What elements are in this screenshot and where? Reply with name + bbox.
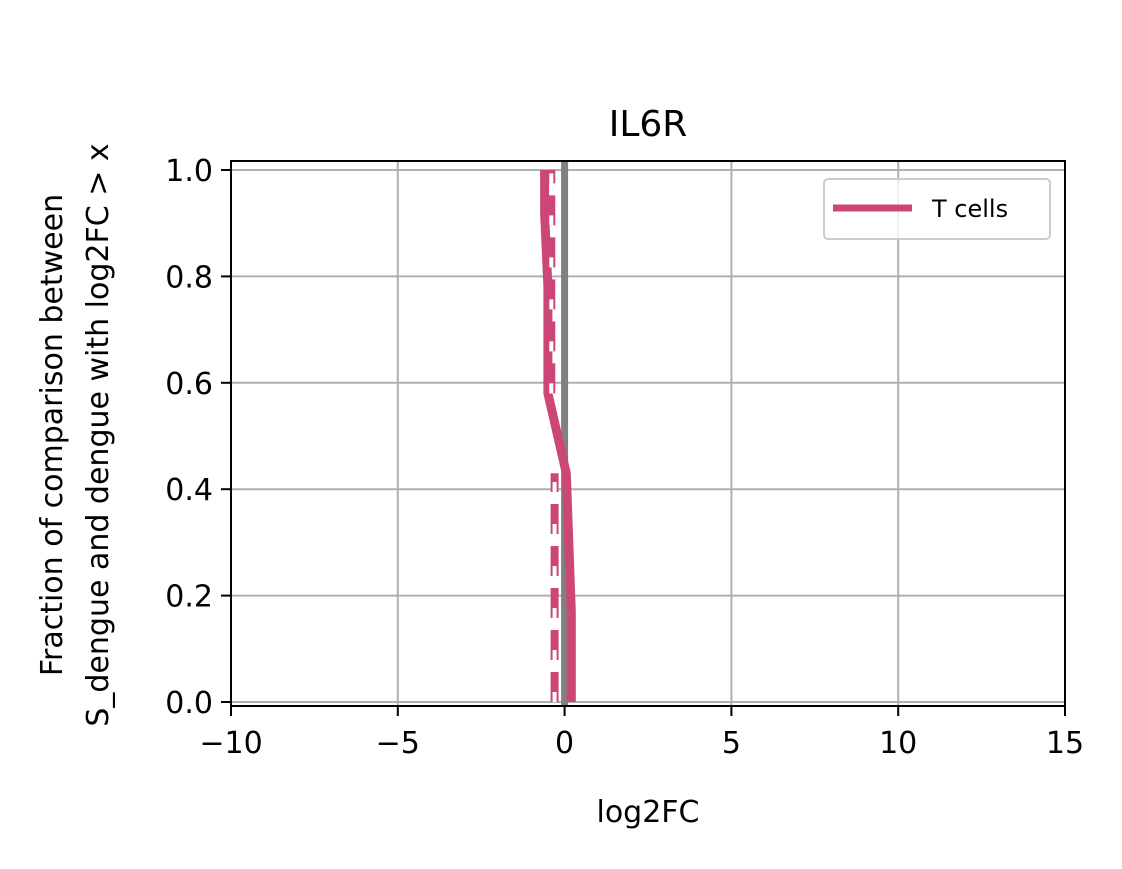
- x-tick-label-2: 0: [555, 726, 574, 761]
- y-axis-title-line-2: S_dengue and dengue with log2FC > x: [81, 143, 116, 726]
- x-tick-label-1: −5: [376, 726, 420, 761]
- y-tick-label-1: 0.2: [165, 580, 213, 615]
- plot-frame: [230, 160, 1066, 707]
- y-tick-label-3: 0.6: [165, 367, 213, 402]
- grid: [230, 161, 1066, 706]
- x-tick-label-0: −10: [199, 726, 262, 761]
- y-tick-label-4: 0.8: [165, 260, 213, 295]
- series-layer: [540, 170, 576, 702]
- x-tick-label-4: 10: [879, 726, 917, 761]
- y-tick-label-5: 1.0: [165, 154, 213, 189]
- y-axis-title-line-1: Fraction of comparison between: [35, 194, 70, 676]
- ticks: −10 −5 0 5 10 15 0.0 0.2 0.4 0.6 0.8 1.0: [165, 154, 1084, 761]
- y-tick-label-0: 0.0: [165, 686, 213, 721]
- x-tick-label-3: 5: [722, 726, 741, 761]
- x-tick-label-5: 15: [1046, 726, 1084, 761]
- x-axis-title: log2FC: [596, 795, 699, 830]
- chart-title: IL6R: [609, 104, 688, 145]
- legend: T cells: [823, 178, 1051, 240]
- legend-label-t-cells: T cells: [931, 195, 1008, 223]
- legend-box: [823, 178, 1051, 240]
- y-tick-label-2: 0.4: [165, 473, 213, 508]
